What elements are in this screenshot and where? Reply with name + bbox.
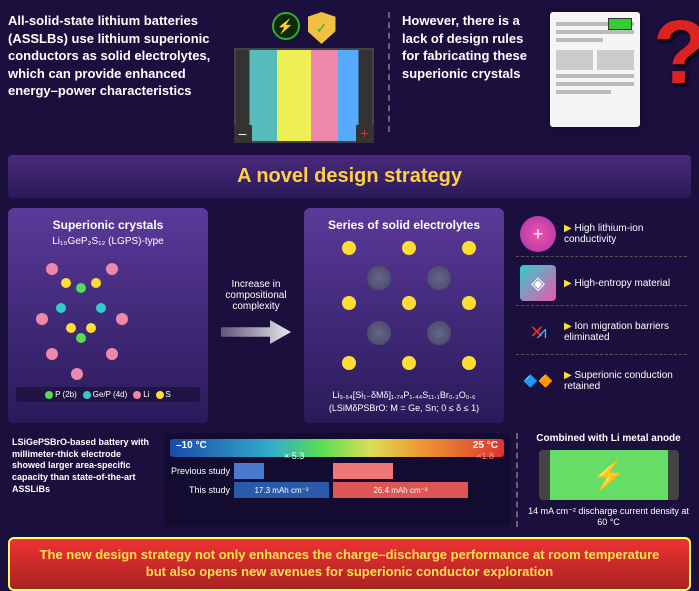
question-mark-icon: ? (653, 2, 699, 105)
battery-illustration: ⚡ ✓ (231, 12, 376, 143)
cube-icon: ◈ (520, 265, 556, 301)
crystal-structure-graphic (16, 253, 200, 383)
vertical-divider (388, 12, 390, 132)
barrier-icon: ✕⩘ (520, 314, 556, 350)
electrolyte-structure-graphic (312, 236, 496, 386)
lightning-icon: ⚡ (272, 12, 300, 40)
conclusion-banner: The new design strategy not only enhance… (8, 537, 691, 591)
electrolyte-series-panel: Series of solid electrolytes Li₉.₅₄[Si₁₋… (304, 208, 504, 423)
anode-battery-icon: ⚡ (539, 450, 679, 500)
panel-title: Superionic crystals (16, 218, 200, 232)
intro-right-text: However, there is a lack of design rules… (402, 12, 542, 82)
conduction-icon: 🔷🔶 (520, 363, 556, 399)
temperature-gradient-bar: –10 °C 25 °C (170, 439, 504, 457)
plus-icon: + (520, 216, 556, 252)
capacity-claim-text: LSiGePSBrO-based battery with millimeter… (8, 433, 158, 527)
chemical-formula: Li₉.₅₄[Si₁₋δMδ]₁.₇₄P₁.₄₄S₁₁.₁Br₀.₃O₀.₆ (312, 390, 496, 401)
intro-left-text: All-solid-state lithium batteries (ASSLB… (8, 12, 223, 100)
crystal-legend: P (2b) Ge/P (4d) Li S (16, 387, 200, 402)
panel-title: Series of solid electrolytes (312, 218, 496, 232)
properties-list: +▶ High lithium-ion conductivity ◈▶ High… (512, 208, 691, 423)
transition-arrow: Increase in compositional complexity (216, 208, 296, 423)
anode-title: Combined with Li metal anode (526, 433, 691, 444)
shield-icon: ✓ (308, 12, 336, 44)
section-title: A novel design strategy (8, 155, 691, 198)
document-question-illustration: ? (550, 12, 699, 127)
anode-panel: Combined with Li metal anode ⚡ 14 mA cm⁻… (516, 433, 691, 527)
anode-caption: 14 mA cm⁻² discharge current density at … (526, 506, 691, 527)
panel-subtitle: Li₁₀GeP₂S₁₂ (LGPS)-type (16, 236, 200, 247)
formula-note: (LSiMδPSBrO: M = Ge, Sn; 0 ≤ δ ≤ 1) (312, 403, 496, 413)
superionic-crystal-panel: Superionic crystals Li₁₀GeP₂S₁₂ (LGPS)-t… (8, 208, 208, 423)
comparison-chart: –10 °C 25 °C Previous study × 5.3 ×1.8 T… (164, 433, 510, 527)
